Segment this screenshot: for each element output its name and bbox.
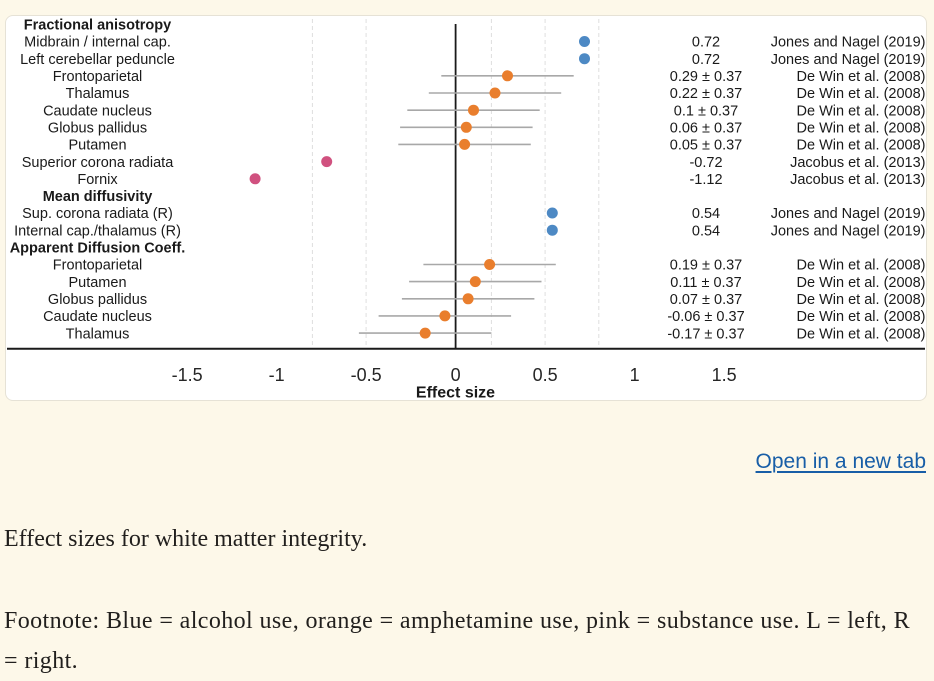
svg-text:Jones and Nagel (2019): Jones and Nagel (2019) <box>771 52 926 68</box>
svg-text:Superior corona radiata: Superior corona radiata <box>22 155 174 171</box>
svg-text:0.72: 0.72 <box>692 35 720 51</box>
svg-text:Frontoparietal: Frontoparietal <box>53 258 142 274</box>
svg-text:Mean diffusivity: Mean diffusivity <box>43 189 153 205</box>
svg-text:Thalamus: Thalamus <box>66 86 130 102</box>
svg-text:Putamen: Putamen <box>68 275 126 291</box>
svg-text:0.54: 0.54 <box>692 206 720 222</box>
svg-text:Jacobus et al. (2013): Jacobus et al. (2013) <box>790 155 925 171</box>
svg-text:De Win et al. (2008): De Win et al. (2008) <box>797 326 926 342</box>
svg-text:-0.17 ± 0.37: -0.17 ± 0.37 <box>667 326 744 342</box>
svg-text:De Win et al. (2008): De Win et al. (2008) <box>797 69 926 85</box>
svg-text:-1.12: -1.12 <box>689 172 722 188</box>
svg-text:0.72: 0.72 <box>692 52 720 68</box>
svg-text:0.1 ± 0.37: 0.1 ± 0.37 <box>674 103 738 119</box>
svg-text:Jones and Nagel (2019): Jones and Nagel (2019) <box>771 206 926 222</box>
svg-text:0.54: 0.54 <box>692 223 720 239</box>
svg-text:De Win et al. (2008): De Win et al. (2008) <box>797 138 926 154</box>
svg-text:0.11 ± 0.37: 0.11 ± 0.37 <box>670 275 741 291</box>
svg-text:De Win et al. (2008): De Win et al. (2008) <box>797 121 926 137</box>
svg-text:1: 1 <box>630 365 640 385</box>
svg-text:0.5: 0.5 <box>533 365 558 385</box>
svg-text:Midbrain / internal cap.: Midbrain / internal cap. <box>24 35 171 51</box>
svg-text:-0.72: -0.72 <box>689 155 722 171</box>
svg-text:-1.5: -1.5 <box>172 365 203 385</box>
svg-text:Fractional anisotropy: Fractional anisotropy <box>24 18 171 34</box>
svg-text:Jacobus et al. (2013): Jacobus et al. (2013) <box>790 172 925 188</box>
svg-text:De Win et al. (2008): De Win et al. (2008) <box>797 309 926 325</box>
svg-text:Jones and Nagel (2019): Jones and Nagel (2019) <box>771 35 926 51</box>
svg-text:Globus pallidus: Globus pallidus <box>48 292 147 308</box>
svg-text:Apparent Diffusion Coeff.: Apparent Diffusion Coeff. <box>10 241 186 257</box>
svg-text:0.22 ± 0.37: 0.22 ± 0.37 <box>670 86 742 102</box>
svg-text:0.19 ± 0.37: 0.19 ± 0.37 <box>670 258 742 274</box>
svg-text:0.05 ± 0.37: 0.05 ± 0.37 <box>670 138 742 154</box>
svg-text:1.5: 1.5 <box>712 365 737 385</box>
svg-text:Jones and Nagel (2019): Jones and Nagel (2019) <box>771 223 926 239</box>
svg-text:Putamen: Putamen <box>68 138 126 154</box>
svg-text:Sup. corona radiata (R): Sup. corona radiata (R) <box>22 206 173 222</box>
svg-text:0.07 ± 0.37: 0.07 ± 0.37 <box>670 292 742 308</box>
svg-text:0.29 ± 0.37: 0.29 ± 0.37 <box>670 69 742 85</box>
svg-text:Thalamus: Thalamus <box>66 326 130 342</box>
svg-text:De Win et al. (2008): De Win et al. (2008) <box>797 275 926 291</box>
svg-text:Globus pallidus: Globus pallidus <box>48 121 147 137</box>
svg-text:Left cerebellar peduncle: Left cerebellar peduncle <box>20 52 175 68</box>
svg-text:Caudate nucleus: Caudate nucleus <box>43 103 152 119</box>
svg-text:-0.5: -0.5 <box>351 365 382 385</box>
svg-text:De Win et al. (2008): De Win et al. (2008) <box>797 86 926 102</box>
svg-text:-1: -1 <box>269 365 285 385</box>
svg-text:Internal cap./thalamus (R): Internal cap./thalamus (R) <box>14 223 181 239</box>
svg-text:-0.06 ± 0.37: -0.06 ± 0.37 <box>667 309 744 325</box>
svg-text:0.06 ± 0.37: 0.06 ± 0.37 <box>670 121 742 137</box>
svg-text:De Win et al. (2008): De Win et al. (2008) <box>797 292 926 308</box>
svg-text:0: 0 <box>451 365 461 385</box>
svg-text:Effect size: Effect size <box>416 384 495 400</box>
svg-text:Fornix: Fornix <box>77 172 118 188</box>
svg-text:Caudate nucleus: Caudate nucleus <box>43 309 152 325</box>
svg-text:Frontoparietal: Frontoparietal <box>53 69 142 85</box>
svg-text:De Win et al. (2008): De Win et al. (2008) <box>797 258 926 274</box>
svg-text:De Win et al. (2008): De Win et al. (2008) <box>797 103 926 119</box>
